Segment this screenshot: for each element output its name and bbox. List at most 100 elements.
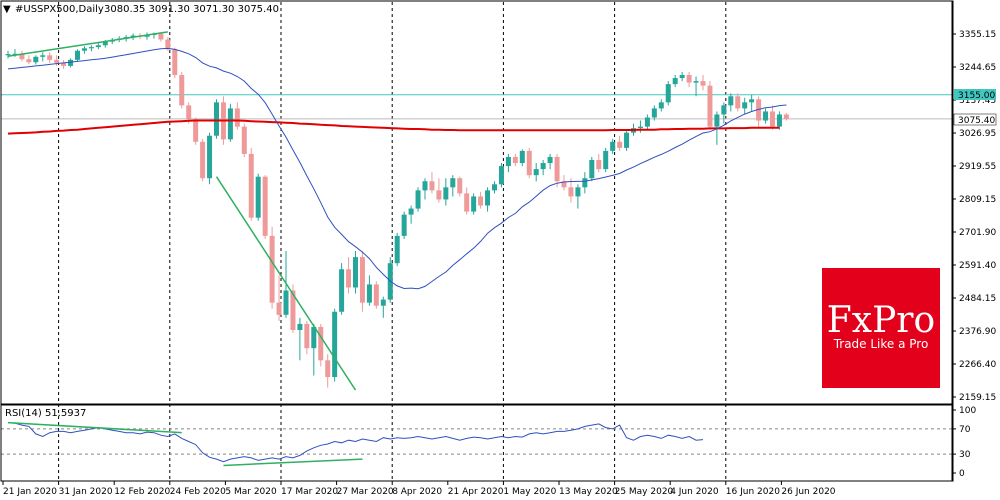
y-tick-label: 3137.45	[959, 96, 996, 106]
candle-body	[763, 111, 769, 121]
level-tag: 3155.00	[958, 91, 995, 101]
candle-body	[394, 235, 400, 264]
rsi-tick-label: 100	[959, 406, 976, 416]
candle-body	[248, 153, 254, 218]
y-tick-label: 2591.40	[959, 261, 996, 271]
candle-body	[672, 78, 678, 85]
candle-body	[75, 50, 80, 60]
last-price-tag: 3075.40	[958, 116, 995, 126]
candle-body	[464, 193, 470, 212]
candle-body	[512, 156, 518, 164]
candle-body	[234, 108, 240, 127]
rsi-label: RSI(14) 51.5937	[5, 408, 86, 419]
x-tick-label: 4 Jun 2020	[670, 487, 719, 497]
candle-body	[582, 178, 588, 188]
y-tick-label: 2376.90	[959, 327, 996, 337]
candle-body	[165, 39, 171, 50]
y-tick-label: 3026.95	[959, 129, 996, 139]
candle-body	[283, 290, 289, 315]
candle-body	[679, 75, 685, 79]
candle-body	[179, 75, 185, 106]
candle-body	[714, 114, 720, 127]
candle-body	[207, 135, 213, 179]
candle-body	[700, 81, 706, 86]
candle-body	[422, 181, 428, 191]
rsi-top-divergence	[7, 421, 182, 434]
candle-body	[492, 184, 497, 191]
candle-body	[401, 214, 407, 236]
candle-body	[547, 156, 553, 164]
candle-body	[735, 96, 741, 109]
candle-body	[756, 99, 762, 121]
candle-body	[610, 141, 616, 151]
candle-body	[332, 311, 338, 378]
candle-body	[651, 108, 657, 118]
x-tick-label: 8 Apr 2020	[392, 487, 442, 497]
candle-body	[214, 102, 219, 136]
candle-body	[88, 47, 94, 49]
x-tick-label: 24 Feb 2020	[170, 487, 226, 497]
candle-body	[617, 141, 623, 148]
candle-body	[457, 178, 463, 194]
y-tick-label: 2701.90	[959, 228, 996, 238]
header-triangle-icon: ▼	[3, 4, 11, 15]
candle-body	[12, 53, 18, 55]
candle-body	[325, 360, 331, 378]
level-tag-bg	[954, 89, 996, 100]
candle-body	[276, 302, 282, 315]
candle-body	[26, 59, 32, 63]
rsi-tick-label: 30	[959, 450, 971, 460]
x-tick-label: 1 May 2020	[503, 487, 556, 497]
candle-body	[415, 190, 421, 209]
candle-body	[19, 53, 25, 60]
candle-body	[436, 190, 442, 200]
candle-body	[102, 41, 108, 46]
candle-body	[227, 108, 233, 140]
y-tick-label: 3244.65	[959, 63, 996, 73]
candle-body	[519, 150, 525, 164]
candle-body	[589, 160, 595, 179]
candle-body	[297, 323, 303, 330]
x-tick-label: 13 May 2020	[559, 487, 618, 497]
y-tick-label: 2809.15	[959, 195, 996, 205]
candle-body	[770, 111, 775, 127]
x-tick-label: 21 Jan 2020	[3, 487, 57, 497]
candle-body	[61, 62, 67, 66]
candle-body	[54, 59, 60, 63]
candle-body	[255, 176, 261, 218]
candle-body	[624, 132, 630, 148]
candle-body	[575, 187, 581, 197]
x-tick-label: 5 Mar 2020	[225, 487, 277, 497]
candle-body	[40, 55, 46, 57]
moving-averages	[7, 47, 787, 290]
price-axis[interactable]: 3355.15 3244.65 3137.45 3026.95 2919.55 2809.…	[952, 30, 996, 403]
candle-body	[693, 81, 699, 83]
candle-body	[193, 119, 199, 142]
candle-body	[721, 105, 727, 115]
ma50-line	[7, 47, 787, 290]
candle-body	[262, 176, 268, 236]
candle-body	[33, 56, 39, 63]
candle-body	[318, 326, 324, 361]
candle-body	[241, 126, 247, 154]
x-tick-label: 31 Jan 2020	[59, 487, 113, 497]
candle-body	[561, 181, 567, 188]
x-tick-label: 21 Apr 2020	[448, 487, 504, 497]
time-axis[interactable]: 21 Jan 2020 31 Jan 2020 12 Feb 2020 24 Feb …	[2, 481, 836, 497]
candle-body	[144, 34, 150, 37]
x-tick-label: 16 Jun 2020	[726, 487, 780, 497]
x-tick-label: 25 May 2020	[615, 487, 674, 497]
rsi-bottom-divergence	[223, 458, 363, 467]
fxpro-logo: FxPro Trade Like a Pro	[822, 268, 940, 388]
candle-body	[130, 35, 136, 38]
candle-body	[68, 59, 74, 66]
logo-background	[822, 268, 940, 388]
candle-body	[346, 269, 352, 288]
rsi-tick-label: 70	[959, 425, 971, 435]
rsi-line	[7, 422, 704, 463]
logo-tagline: Trade Like a Pro	[833, 337, 929, 351]
candle-body	[498, 166, 504, 185]
candle-body	[749, 99, 755, 103]
